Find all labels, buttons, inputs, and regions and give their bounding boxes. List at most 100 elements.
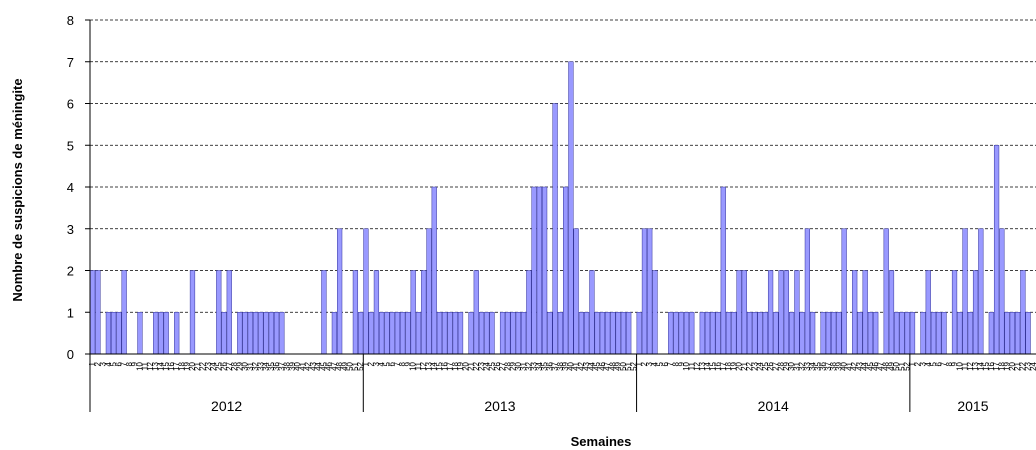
y-tick-label: 0 xyxy=(67,347,74,362)
week-tick-label: 35 xyxy=(267,361,276,370)
bar xyxy=(242,312,248,355)
bar xyxy=(111,312,117,355)
week-tick-label: 9 xyxy=(403,361,412,366)
week-tick-label: 26 xyxy=(493,361,502,370)
week-tick-label: 2 xyxy=(913,361,922,366)
bar xyxy=(831,312,837,355)
week-tick-label: 6 xyxy=(114,361,123,366)
week-tick-label: 31 xyxy=(246,361,255,370)
bar xyxy=(331,312,337,355)
week-tick-label: 35 xyxy=(813,361,822,370)
bar xyxy=(174,312,180,355)
bar xyxy=(894,312,900,355)
bar xyxy=(920,312,926,355)
week-tick-label: 42 xyxy=(577,361,586,370)
week-tick-label: 32 xyxy=(524,361,533,370)
week-tick-label: 51 xyxy=(897,361,906,370)
bar xyxy=(957,312,963,355)
week-tick-label: 34 xyxy=(808,361,817,370)
week-tick-label: 44 xyxy=(587,361,596,370)
year-label: 2014 xyxy=(758,398,789,414)
week-tick-label: 49 xyxy=(614,361,623,370)
week-tick-label: 39 xyxy=(288,361,297,370)
bar xyxy=(573,228,579,355)
week-tick-label: 3 xyxy=(919,361,928,366)
week-tick-label: 17 xyxy=(719,361,728,370)
bar xyxy=(725,312,732,355)
bar xyxy=(757,312,763,355)
week-tick-label: 24 xyxy=(756,361,765,370)
week-tick-label: 5 xyxy=(382,361,391,366)
week-tick-label: 1 xyxy=(635,361,644,366)
week-tick-label: 18 xyxy=(451,361,460,370)
week-tick-label: 13 xyxy=(424,361,433,370)
bar xyxy=(384,312,390,355)
week-tick-label: 17 xyxy=(172,361,181,370)
week-tick-label: 2 xyxy=(367,361,376,366)
week-tick-label: 43 xyxy=(582,361,591,370)
bar xyxy=(515,312,521,355)
bar xyxy=(636,312,642,355)
bar xyxy=(442,312,448,355)
week-tick-label: 12 xyxy=(419,361,428,370)
week-tick-label: 20 xyxy=(188,361,197,370)
week-tick-label: 28 xyxy=(777,361,786,370)
week-tick-label: 11 xyxy=(687,361,696,370)
bar xyxy=(689,312,695,355)
bar xyxy=(1020,270,1026,355)
bar xyxy=(578,312,585,355)
bar xyxy=(925,270,931,355)
week-tick-label: 15 xyxy=(162,361,171,370)
y-axis-title: Nombre de suspicions de méningite xyxy=(10,78,25,301)
week-tick-label: 11 xyxy=(414,361,423,370)
bar xyxy=(137,312,143,355)
bar xyxy=(358,312,364,355)
bar xyxy=(930,312,937,355)
week-tick-label: 52 xyxy=(629,361,638,370)
x-axis-title: Semaines xyxy=(571,434,632,449)
bar xyxy=(904,312,910,355)
week-tick-label: 3 xyxy=(372,361,381,366)
week-tick-label: 17 xyxy=(992,361,1001,370)
bar xyxy=(563,186,569,355)
week-tick-label: 4 xyxy=(650,361,659,366)
bar xyxy=(720,186,726,355)
bar xyxy=(237,312,243,355)
week-tick-label: 32 xyxy=(798,361,807,370)
week-tick-label: 18 xyxy=(997,361,1006,370)
week-tick-label: 1 xyxy=(88,361,97,366)
week-tick-label: 31 xyxy=(519,361,528,370)
week-tick-label: 27 xyxy=(498,361,507,370)
bar xyxy=(368,312,374,355)
week-tick-label: 21 xyxy=(467,361,476,370)
bar xyxy=(389,312,395,355)
week-tick-label: 50 xyxy=(619,361,628,370)
week-tick-label: 49 xyxy=(887,361,896,370)
week-tick-label: 37 xyxy=(551,361,560,370)
bar xyxy=(731,312,737,355)
bar xyxy=(852,270,858,355)
week-tick-label: 23 xyxy=(1024,361,1033,370)
week-tick-label: 6 xyxy=(661,361,670,366)
bar xyxy=(337,228,343,355)
week-tick-label: 2 xyxy=(640,361,649,366)
bar xyxy=(762,312,768,355)
week-tick-label: 30 xyxy=(514,361,523,370)
week-tick-label: 46 xyxy=(871,361,880,370)
bar xyxy=(421,270,427,355)
week-tick-label: 17 xyxy=(446,361,455,370)
week-tick-label: 21 xyxy=(193,361,202,370)
bar xyxy=(862,270,868,355)
bar xyxy=(999,228,1005,355)
week-tick-label: 22 xyxy=(472,361,481,370)
week-tick-label: 43 xyxy=(855,361,864,370)
y-tick-label: 8 xyxy=(67,13,74,28)
year-label: 2012 xyxy=(211,398,242,414)
week-tick-label: 14 xyxy=(156,361,165,370)
week-tick-label: 5 xyxy=(656,361,665,366)
bar xyxy=(841,228,847,355)
bar xyxy=(804,228,811,355)
bar xyxy=(867,312,874,355)
week-tick-label: 4 xyxy=(924,361,933,366)
